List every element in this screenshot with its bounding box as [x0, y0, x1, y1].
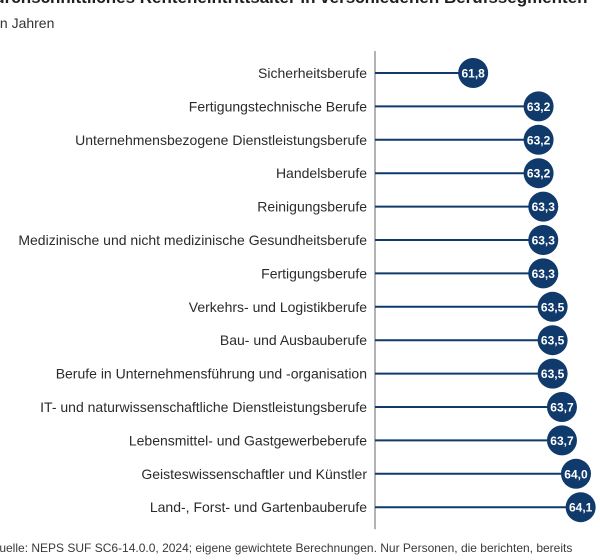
source-note: Quelle: NEPS SUF SC6-14.0.0, 2024; eigen…: [0, 541, 573, 555]
value-label: 61,8: [461, 67, 485, 81]
category-label: Bau- und Ausbauberufe: [220, 332, 367, 348]
category-label: IT- und naturwissenschaftliche Dienstlei…: [40, 399, 367, 415]
value-label: 64,1: [569, 501, 593, 515]
chart-title: Durchschnittliches Renteneintrittsalter …: [0, 0, 588, 8]
lollipop-marker: [537, 325, 568, 356]
lollipop-marker: [523, 124, 554, 155]
category-label: Sicherheitsberufe: [258, 65, 367, 81]
category-label: Medizinische und nicht medizinische Gesu…: [18, 232, 367, 248]
category-label: Fertigungstechnische Berufe: [189, 98, 367, 114]
lollipop-marker: [458, 58, 489, 88]
category-label: Lebensmittel- und Gastgewerbeberufe: [129, 432, 367, 448]
category-label: Verkehrs- und Logistikberufe: [189, 299, 367, 315]
value-label: 63,3: [532, 234, 556, 248]
lollipop-marker: [528, 191, 559, 222]
value-label: 63,5: [541, 300, 565, 314]
lollipop-marker: [546, 392, 577, 422]
lollipop-marker: [528, 258, 559, 289]
lollipop-marker: [560, 458, 591, 489]
lollipop-marker: [528, 225, 559, 255]
category-label: Geisteswissenschaftler und Künstler: [141, 466, 367, 482]
value-label: 63,7: [550, 401, 574, 415]
lollipop-marker: [523, 158, 554, 189]
value-label: 63,2: [527, 133, 551, 147]
value-label: 64,0: [564, 467, 588, 481]
lollipop-marker: [537, 358, 568, 389]
chart-subtitle: In Jahren: [0, 15, 55, 31]
lollipop-marker: [523, 91, 554, 122]
lollipop-marker: [546, 425, 577, 456]
category-label: Berufe in Unternehmensführung und -organ…: [56, 366, 367, 382]
value-label: 63,5: [541, 334, 565, 348]
lollipop-marker: [565, 492, 596, 523]
category-label: Land-, Forst- und Gartenbauberufe: [150, 499, 367, 515]
category-label: Reinigungsberufe: [257, 199, 367, 215]
category-label: Fertigungsberufe: [261, 265, 367, 281]
lollipop-marker: [537, 291, 568, 322]
value-label: 63,7: [550, 434, 574, 448]
category-label: Handelsberufe: [276, 165, 367, 181]
value-label: 63,2: [527, 167, 551, 181]
value-label: 63,5: [541, 367, 565, 381]
value-label: 63,3: [532, 200, 556, 214]
value-label: 63,2: [527, 100, 551, 114]
value-label: 63,3: [532, 267, 556, 281]
category-label: Unternehmensbezogene Dienstleistungsberu…: [75, 132, 367, 148]
